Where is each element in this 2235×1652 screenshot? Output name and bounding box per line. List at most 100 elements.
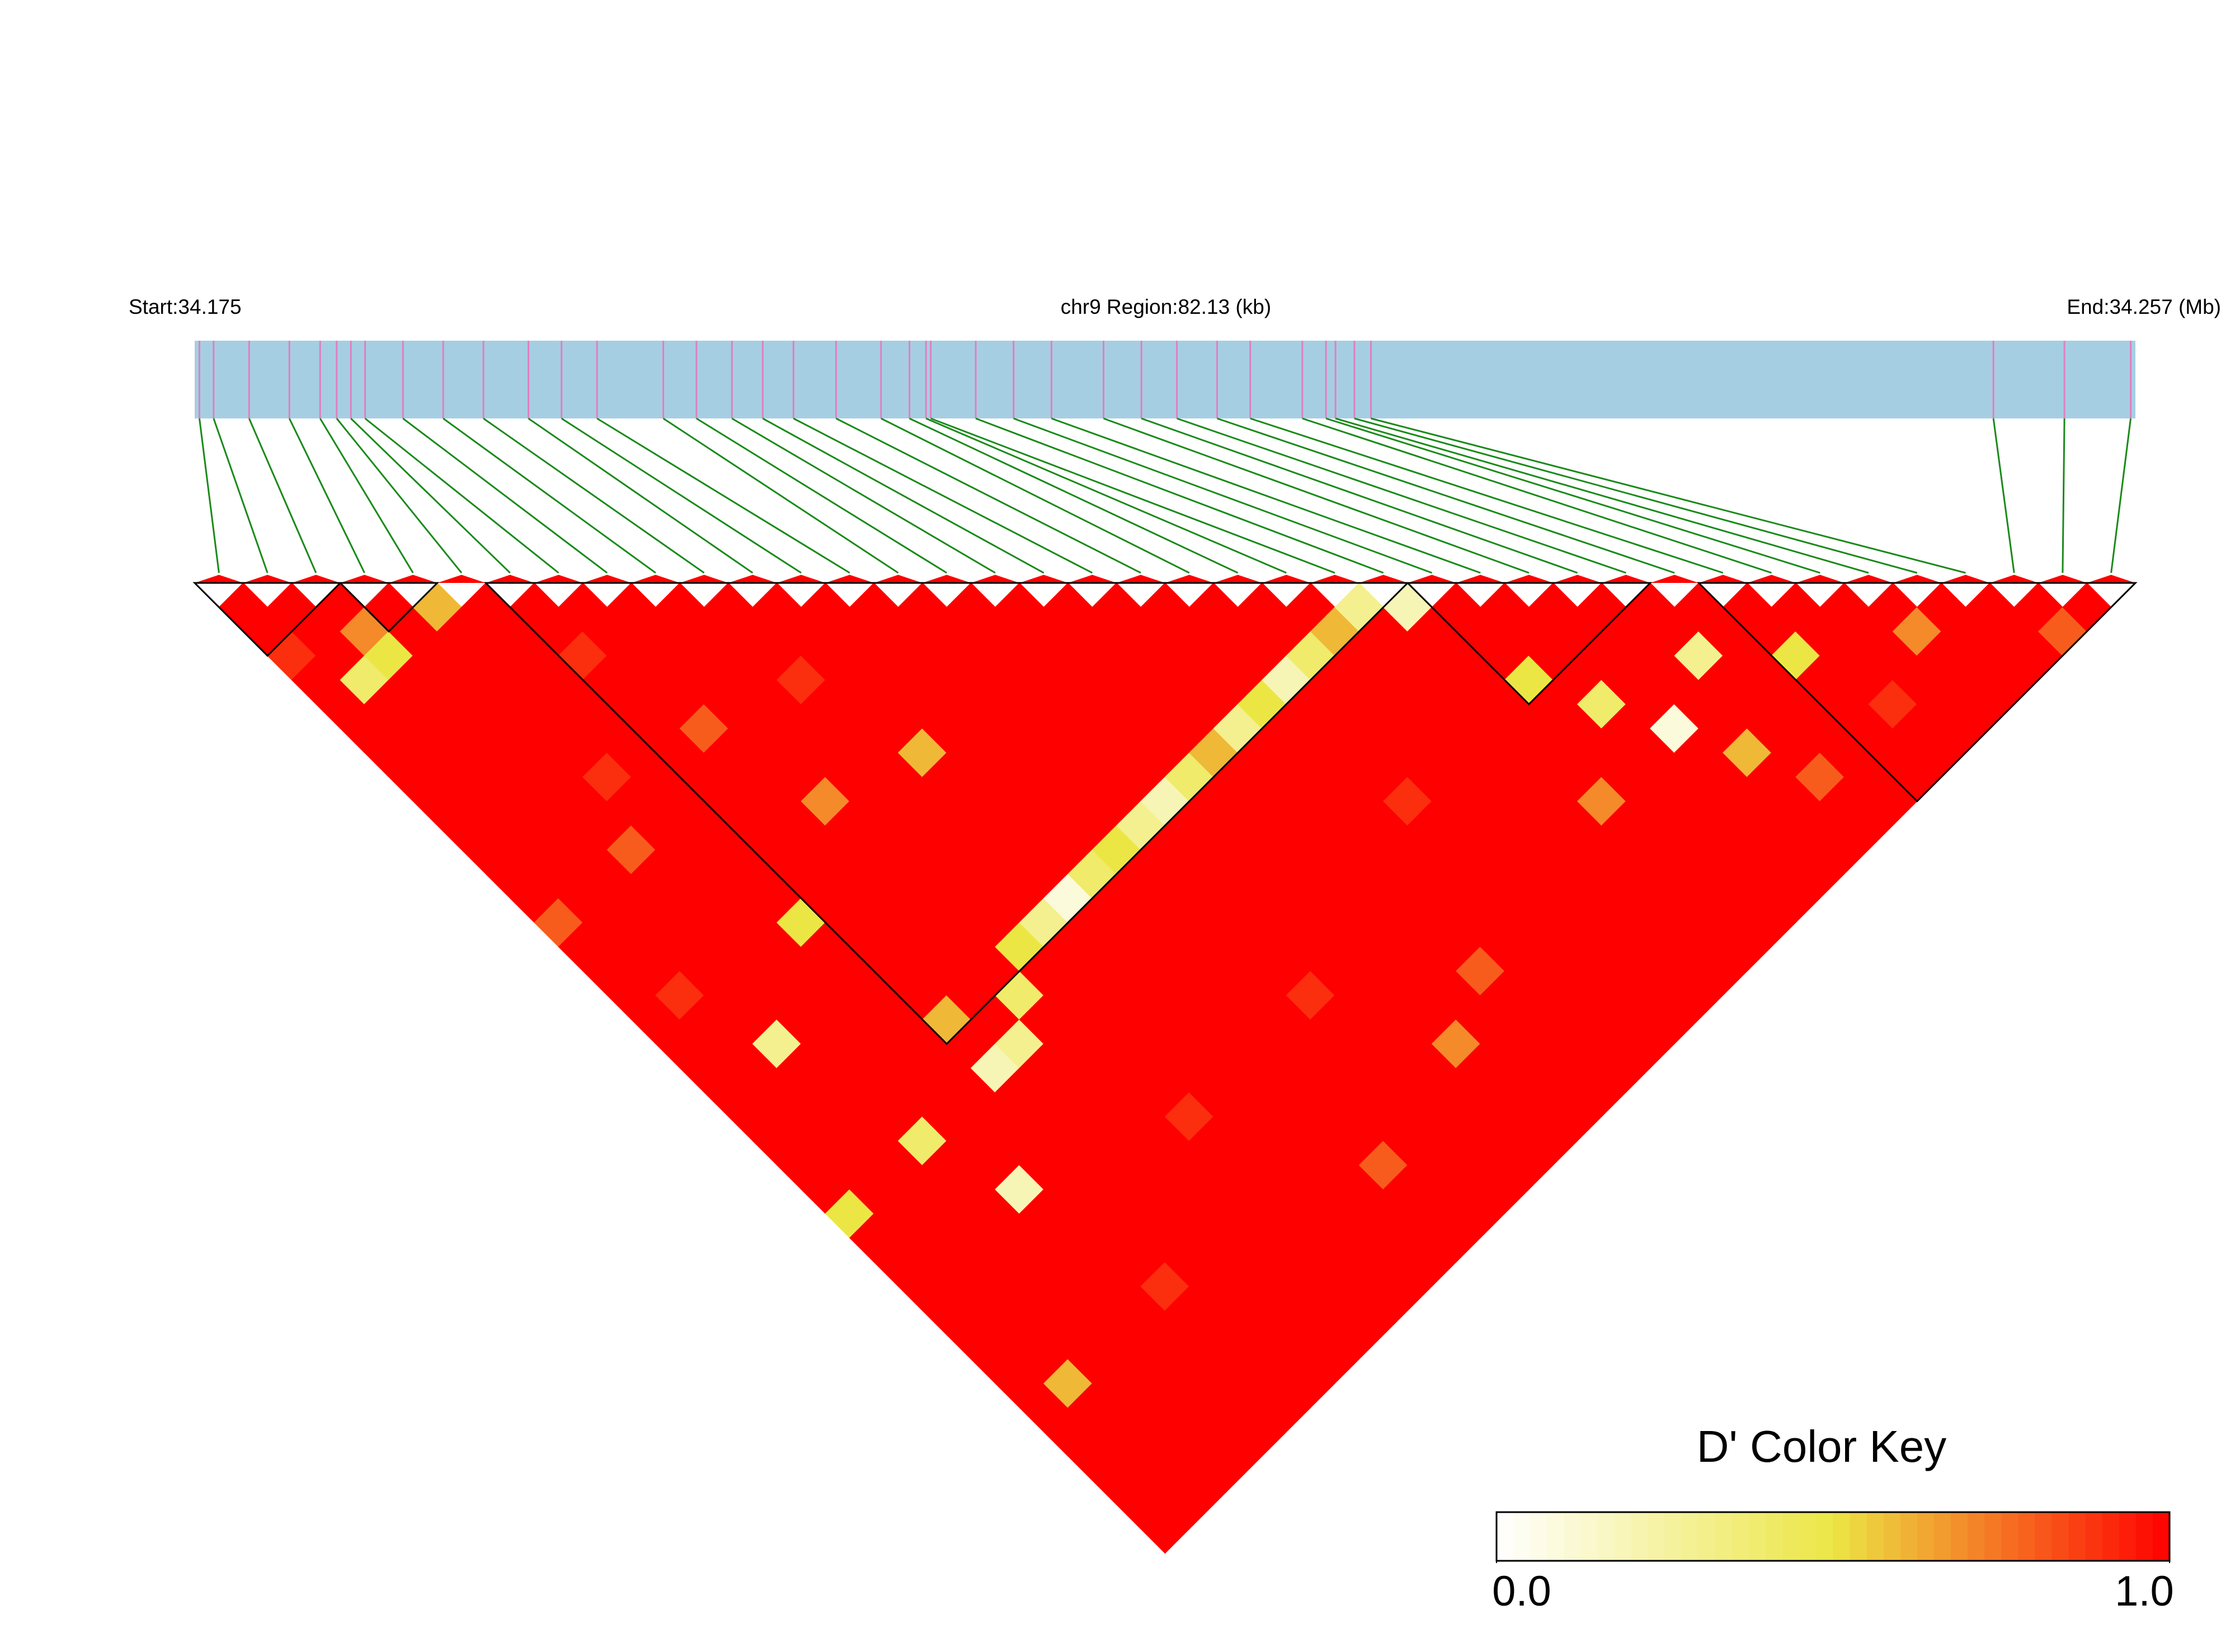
ld-block [483, 582, 1410, 1046]
key-step [1631, 1512, 1649, 1561]
snp-link [835, 417, 1141, 574]
key-title: D' Color Key [1697, 1422, 1947, 1471]
key-step [1580, 1512, 1598, 1561]
key-step [1917, 1512, 1935, 1561]
snp-link [1335, 417, 1869, 574]
key-step [1648, 1512, 1665, 1561]
region-bar [195, 341, 2135, 418]
key-tick-label: 0.0 [1492, 1568, 1551, 1615]
key-step [1614, 1512, 1632, 1561]
key-step [1866, 1512, 1884, 1561]
snp-link [1992, 418, 2015, 573]
top-edge [291, 575, 341, 583]
top-edge [728, 575, 777, 583]
snp-link [1250, 417, 1724, 574]
key-step [1782, 1512, 1800, 1561]
snp-link [1141, 417, 1578, 574]
top-edge [631, 575, 680, 583]
top-edge [1698, 575, 1748, 583]
snp-link [198, 418, 220, 573]
snp-link [1354, 417, 1918, 574]
snp-link [662, 417, 899, 574]
top-edge [437, 575, 486, 583]
key-step [1984, 1512, 2002, 1561]
top-edge [1553, 575, 1602, 583]
key-step [1951, 1512, 1968, 1561]
snp-link [319, 418, 414, 573]
snp-link [350, 417, 511, 574]
top-edge [922, 575, 971, 583]
snp-link [528, 417, 754, 574]
snp-link [731, 417, 996, 574]
snp-link [364, 417, 559, 574]
top-edge [1456, 575, 1505, 583]
key-step [2135, 1512, 2153, 1561]
top-edge [1504, 575, 1554, 583]
snp-link [909, 417, 1239, 574]
key-step [2068, 1512, 2086, 1561]
top-edge [777, 575, 826, 583]
top-edge [340, 575, 389, 583]
snp-link [483, 417, 705, 574]
key-step [1715, 1512, 1733, 1561]
top-edge [874, 575, 923, 583]
snp-link [1371, 417, 1966, 574]
snp-link [1325, 417, 1820, 574]
top-edge [1747, 575, 1796, 583]
key-step [2102, 1512, 2120, 1561]
key-step [1497, 1512, 1514, 1561]
snp-link [2062, 418, 2065, 573]
top-edge [582, 575, 632, 583]
key-step [2035, 1512, 2052, 1561]
snp-link [696, 417, 948, 574]
key-step [1698, 1512, 1716, 1561]
key-step [2085, 1512, 2103, 1561]
snp-link [1051, 417, 1481, 574]
top-edge [1795, 575, 1845, 583]
top-edge [825, 575, 874, 583]
key-step [2018, 1512, 2035, 1561]
key-step [1749, 1512, 1766, 1561]
top-edge [971, 575, 1020, 583]
snp-link [596, 417, 850, 574]
ld-block [338, 582, 440, 633]
top-edge [1941, 575, 1990, 583]
snp-link [288, 418, 365, 573]
top-edge [680, 575, 728, 583]
key-step [1850, 1512, 1867, 1561]
snp-link [1302, 417, 1772, 574]
key-step [1530, 1512, 1547, 1561]
key-step [1883, 1512, 1901, 1561]
top-edge [1165, 575, 1214, 583]
key-step [1933, 1512, 1951, 1561]
key-step [1732, 1512, 1749, 1561]
top-edge [1650, 575, 1699, 583]
key-step [2152, 1512, 2170, 1561]
top-edge [1844, 575, 1893, 583]
snp-link [336, 418, 463, 573]
top-edge [2038, 575, 2087, 583]
snp-link [762, 417, 1044, 574]
snp-link [1013, 417, 1433, 574]
top-edge [1262, 575, 1311, 583]
top-edge [1019, 575, 1069, 583]
top-edge [1989, 575, 2039, 583]
ld-block [192, 582, 342, 657]
key-step [1664, 1512, 1682, 1561]
snp-link [402, 417, 608, 574]
key-frame [1495, 1511, 2171, 1562]
snp-link [213, 418, 269, 573]
top-edge [243, 575, 292, 583]
key-step [1597, 1512, 1615, 1561]
snp-link [1177, 417, 1626, 574]
snp-link [975, 417, 1384, 574]
heatmap [218, 582, 2112, 1554]
key-step [1968, 1512, 1985, 1561]
end-label: End:34.257 (Mb) [2067, 295, 2221, 318]
top-edge [1602, 575, 1650, 583]
top-edge [1116, 575, 1165, 583]
snp-link [925, 417, 1287, 574]
key-step [1816, 1512, 1833, 1561]
top-edge [1310, 575, 1359, 583]
